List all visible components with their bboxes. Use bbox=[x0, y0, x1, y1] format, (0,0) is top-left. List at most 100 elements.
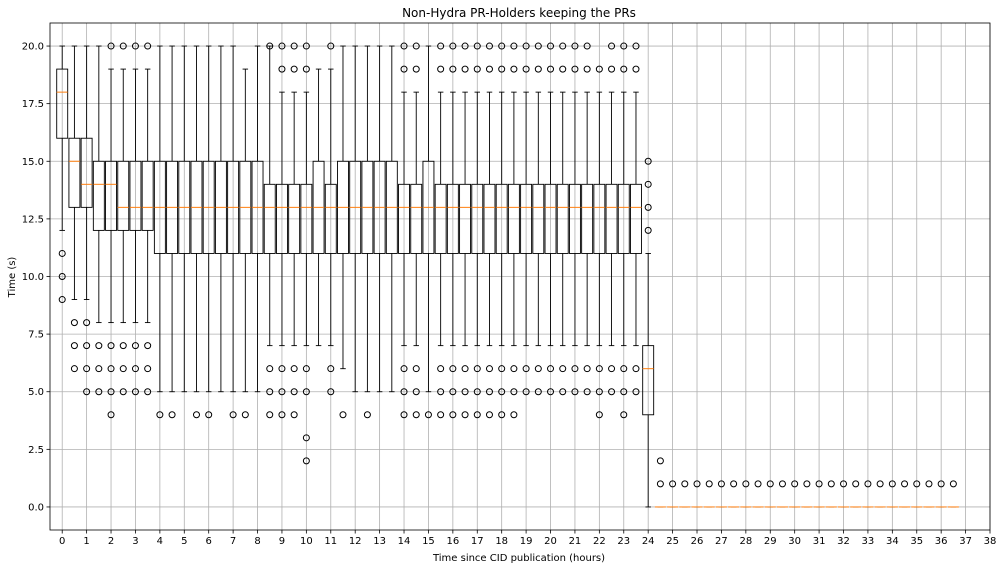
flier-point bbox=[583, 365, 591, 373]
box bbox=[288, 42, 301, 419]
flier-point bbox=[400, 42, 408, 50]
box bbox=[642, 157, 655, 508]
box-iqr bbox=[495, 183, 508, 254]
flier-point bbox=[827, 480, 835, 488]
box bbox=[227, 45, 240, 419]
flier-point bbox=[485, 365, 493, 373]
flier-point bbox=[302, 65, 310, 73]
box bbox=[850, 480, 862, 508]
flier-point bbox=[620, 65, 628, 73]
flier-point bbox=[290, 65, 298, 73]
box-iqr bbox=[410, 183, 423, 254]
flier-point bbox=[437, 42, 445, 50]
flier-point bbox=[327, 42, 335, 50]
flier-point bbox=[608, 365, 616, 373]
flier-point bbox=[363, 411, 371, 419]
box-iqr bbox=[117, 160, 130, 231]
box-iqr bbox=[324, 183, 337, 254]
box-series bbox=[56, 42, 959, 508]
box bbox=[410, 42, 423, 419]
x-tick-label: 29 bbox=[764, 536, 777, 547]
flier-point bbox=[131, 342, 139, 350]
box-iqr bbox=[507, 183, 520, 254]
box bbox=[68, 45, 81, 373]
flier-point bbox=[595, 388, 603, 396]
box-iqr bbox=[617, 183, 630, 254]
flier-point bbox=[107, 342, 115, 350]
box bbox=[398, 42, 410, 419]
flier-point bbox=[485, 411, 493, 419]
x-tick-label: 7 bbox=[230, 536, 236, 547]
x-tick-label: 24 bbox=[642, 536, 655, 547]
box bbox=[838, 480, 849, 508]
flier-point bbox=[485, 388, 493, 396]
flier-point bbox=[534, 388, 542, 396]
flier-point bbox=[791, 480, 799, 488]
flier-point bbox=[327, 365, 335, 373]
flier-point bbox=[522, 388, 530, 396]
flier-point bbox=[70, 365, 78, 373]
flier-point bbox=[290, 42, 298, 50]
x-tick-label: 31 bbox=[813, 536, 826, 547]
x-tick-label: 33 bbox=[862, 536, 875, 547]
flier-point bbox=[595, 65, 603, 73]
y-tick-label: 10.0 bbox=[22, 272, 44, 283]
flier-point bbox=[547, 65, 555, 73]
box bbox=[776, 480, 788, 508]
flier-point bbox=[119, 42, 127, 50]
flier-point bbox=[461, 388, 469, 396]
box bbox=[459, 42, 472, 419]
flier-point bbox=[205, 411, 213, 419]
box bbox=[899, 480, 911, 508]
flier-point bbox=[412, 42, 420, 50]
box-iqr bbox=[129, 160, 142, 231]
flier-point bbox=[510, 65, 518, 73]
x-tick-label: 4 bbox=[157, 536, 163, 547]
box bbox=[740, 480, 752, 508]
flier-point bbox=[510, 388, 518, 396]
flier-point bbox=[705, 480, 713, 488]
flier-point bbox=[534, 365, 542, 373]
flier-point bbox=[119, 388, 127, 396]
box-iqr bbox=[446, 183, 459, 254]
x-tick-label: 16 bbox=[446, 536, 459, 547]
flier-point bbox=[571, 388, 579, 396]
box bbox=[593, 65, 606, 419]
box bbox=[56, 45, 69, 304]
box bbox=[276, 42, 288, 419]
y-axis-label: Time (s) bbox=[7, 257, 18, 299]
box bbox=[361, 45, 374, 419]
flier-point bbox=[888, 480, 896, 488]
flier-point bbox=[144, 388, 152, 396]
flier-point bbox=[608, 65, 616, 73]
box-iqr bbox=[471, 183, 484, 254]
box bbox=[715, 480, 727, 508]
y-tick-label: 7.5 bbox=[28, 330, 44, 341]
flier-point bbox=[595, 365, 603, 373]
flier-point bbox=[437, 388, 445, 396]
box-iqr bbox=[300, 183, 313, 254]
flier-point bbox=[302, 42, 310, 50]
flier-point bbox=[583, 388, 591, 396]
flier-point bbox=[620, 365, 628, 373]
flier-point bbox=[644, 180, 652, 188]
x-tick-label: 30 bbox=[788, 536, 801, 547]
box bbox=[935, 480, 947, 508]
x-tick-label: 19 bbox=[520, 536, 533, 547]
flier-point bbox=[302, 457, 310, 465]
box bbox=[789, 480, 801, 508]
box bbox=[80, 45, 93, 396]
box bbox=[581, 42, 594, 396]
flier-point bbox=[266, 388, 274, 396]
x-tick-label: 26 bbox=[691, 536, 704, 547]
box bbox=[947, 480, 959, 508]
box bbox=[874, 480, 886, 508]
box-iqr bbox=[80, 137, 93, 208]
x-tick-label: 10 bbox=[300, 536, 313, 547]
flier-point bbox=[290, 388, 298, 396]
flier-point bbox=[473, 365, 481, 373]
box bbox=[520, 42, 533, 396]
flier-point bbox=[83, 365, 91, 373]
flier-point bbox=[241, 411, 249, 419]
flier-point bbox=[449, 388, 457, 396]
